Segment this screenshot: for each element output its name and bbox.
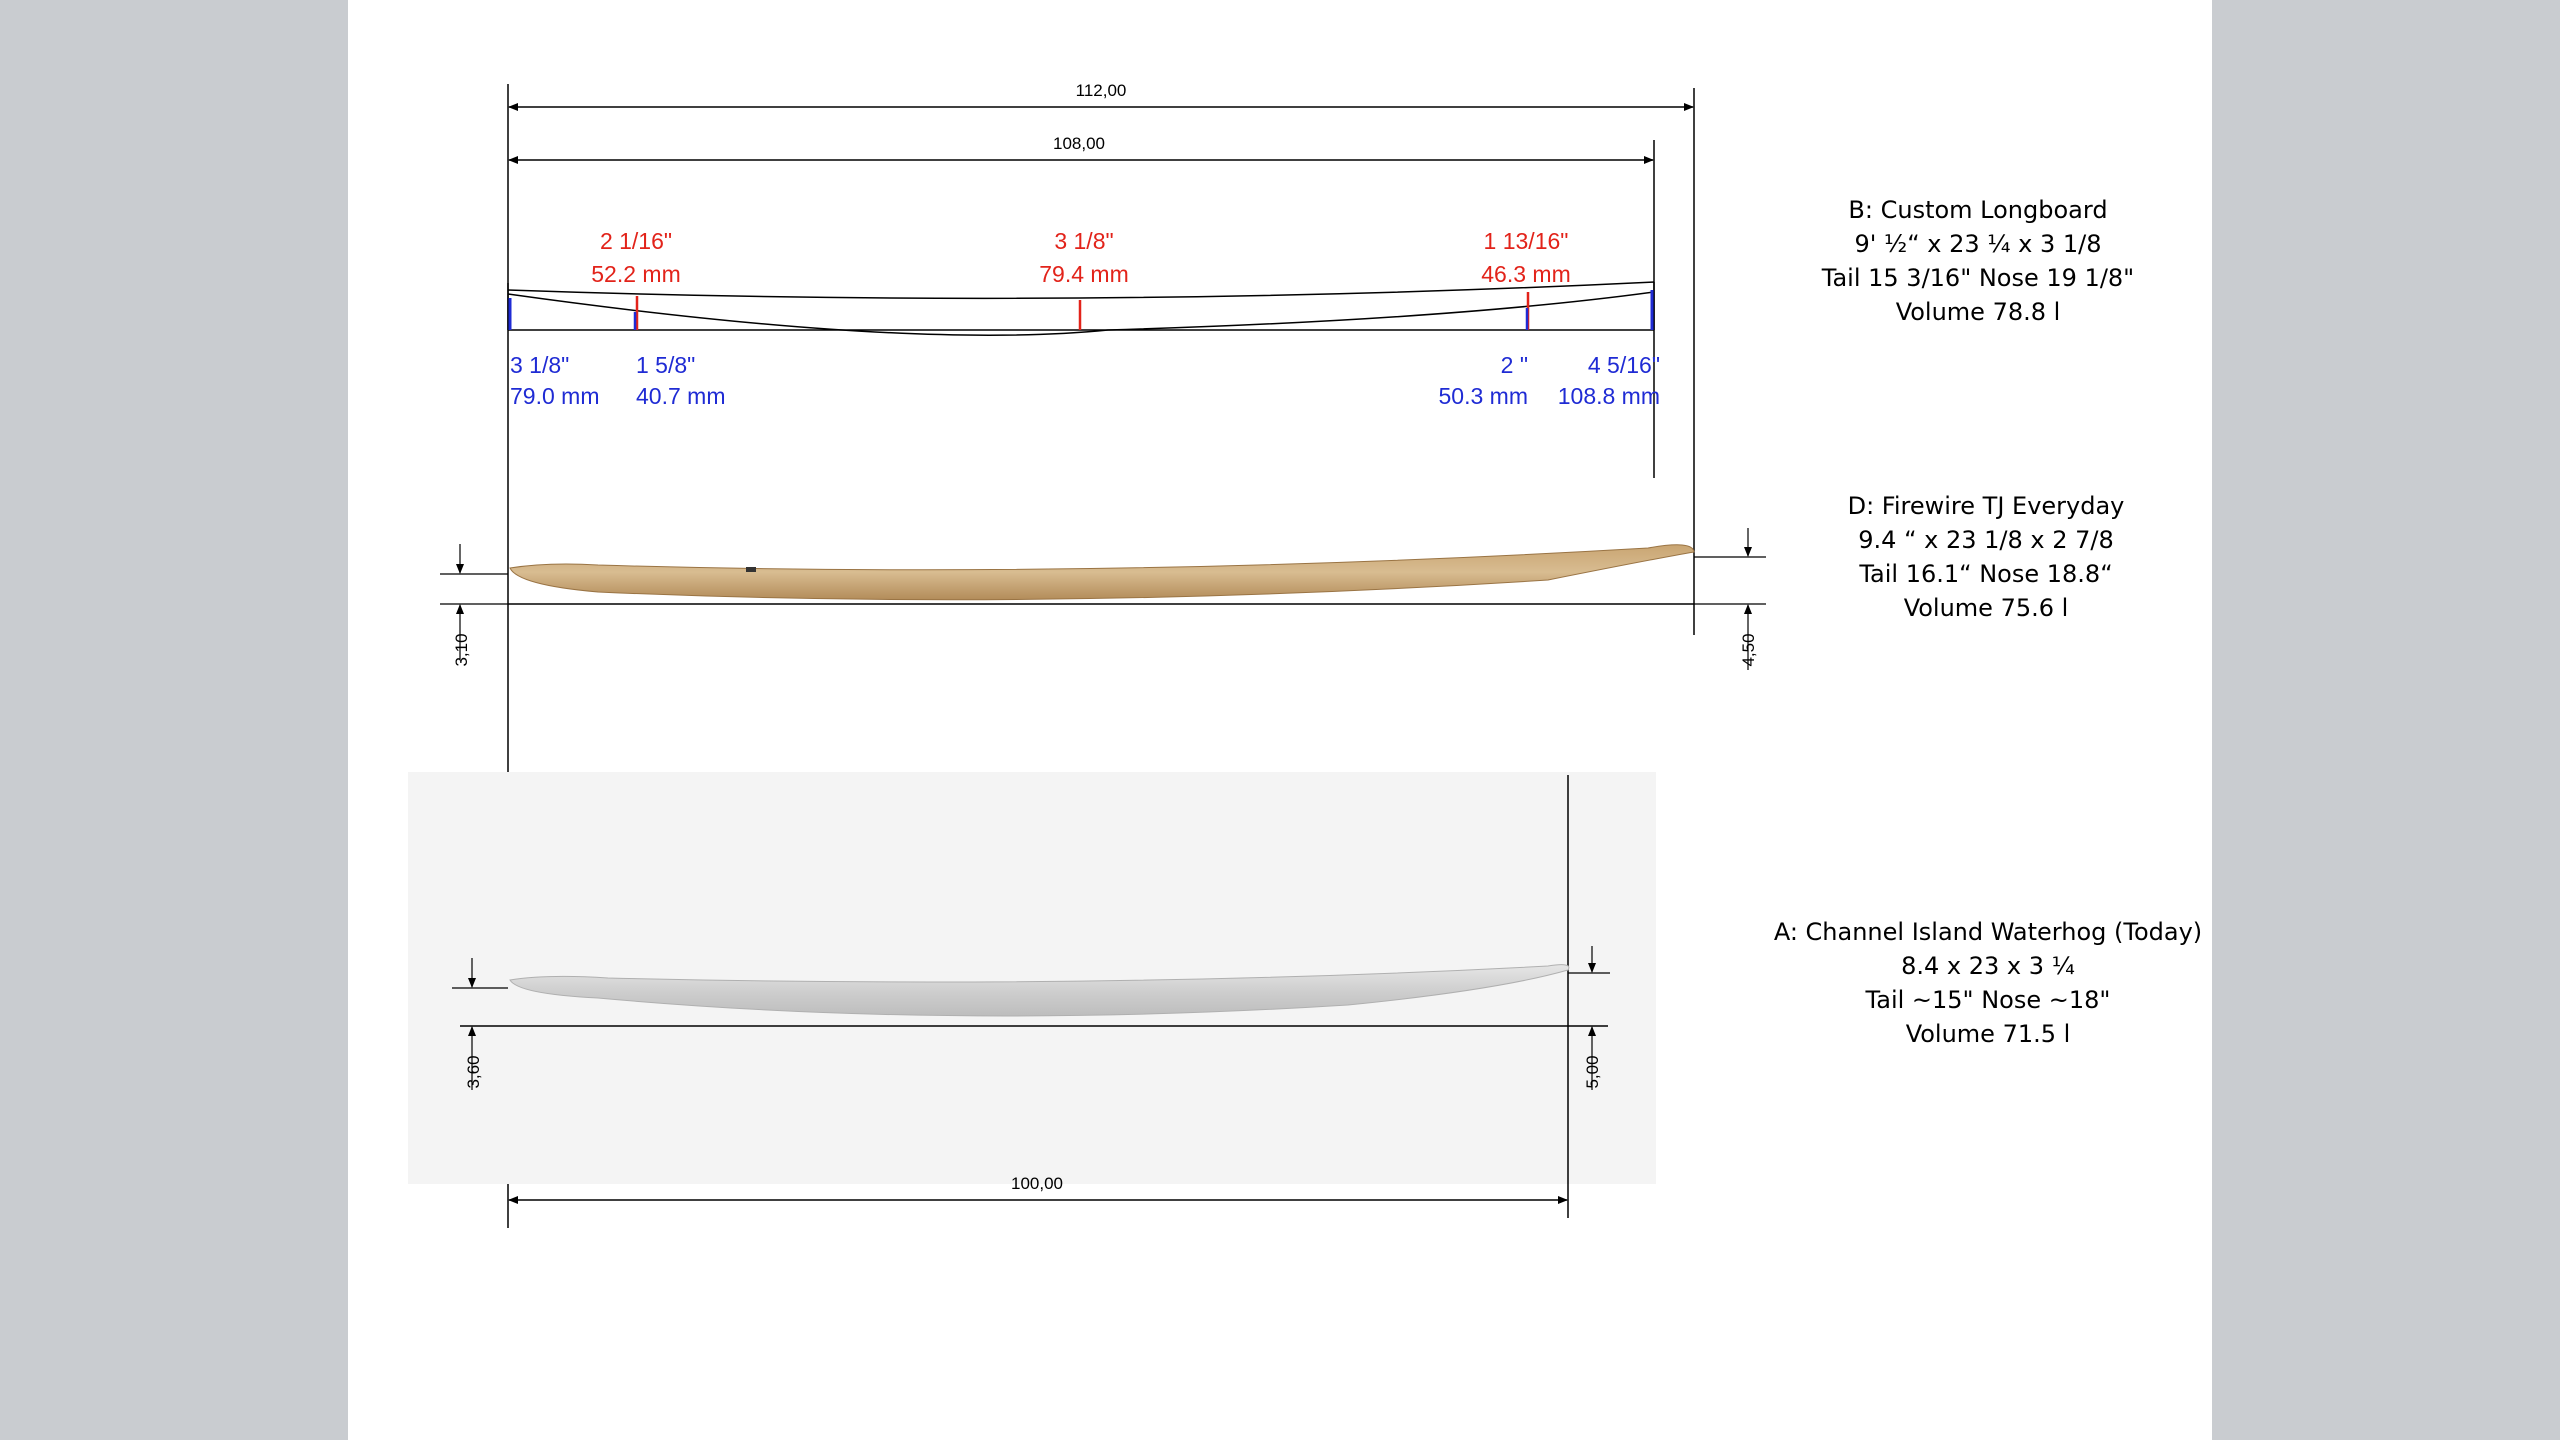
thickness-label-nose-mm: 46.3 mm bbox=[1481, 261, 1570, 287]
dimension-100-label: 100,00 bbox=[1011, 1174, 1063, 1193]
board-b-thickness-labels: 2 1/16" 52.2 mm 3 1/8" 79.4 mm 1 13/16" … bbox=[591, 228, 1570, 287]
board-d-logo bbox=[746, 567, 756, 572]
board-a-name: A: Channel Island Waterhog (Today) bbox=[1774, 918, 2202, 946]
board-d-dimensions: 9.4 “ x 23 1/8 x 2 7/8 bbox=[1858, 526, 2113, 554]
rocker-label-nose2-mm: 50.3 mm bbox=[1439, 383, 1528, 409]
thickness-label-tail-inch: 2 1/16" bbox=[600, 228, 672, 254]
surfboard-comparison-diagram: 112,00 108,00 2 1/16" 52.2 mm 3 1/8" 79.… bbox=[408, 81, 2202, 1228]
board-d-spec: D: Firewire TJ Everyday 9.4 “ x 23 1/8 x… bbox=[1848, 492, 2125, 622]
board-a-dimensions: 8.4 x 23 x 3 ¼ bbox=[1901, 952, 2075, 980]
rocker-label-tail2-mm: 40.7 mm bbox=[636, 383, 725, 409]
rocker-label-nose-mm: 108.8 mm bbox=[1558, 383, 1660, 409]
board-d-tail-nose: Tail 16.1“ Nose 18.8“ bbox=[1858, 560, 2112, 588]
board-b-rocker-labels: 3 1/8" 79.0 mm 1 5/8" 40.7 mm 2 " 50.3 m… bbox=[510, 352, 1660, 409]
board-b-profile bbox=[507, 281, 1655, 336]
board-a-volume: Volume 71.5 l bbox=[1906, 1020, 2071, 1048]
thickness-label-center-inch: 3 1/8" bbox=[1054, 228, 1113, 254]
dimension-108-label: 108,00 bbox=[1053, 134, 1105, 153]
thickness-label-nose-inch: 1 13/16" bbox=[1484, 228, 1569, 254]
dimension-108: 108,00 bbox=[508, 134, 1655, 478]
dimension-112-label: 112,00 bbox=[1076, 81, 1127, 100]
rocker-label-tail-mm: 79.0 mm bbox=[510, 383, 599, 409]
board-b-spec: B: Custom Longboard 9' ½“ x 23 ¼ x 3 1/8… bbox=[1821, 196, 2134, 326]
rocker-label-nose-inch: 4 5/16" bbox=[1588, 352, 1660, 378]
board-b-dimensions: 9' ½“ x 23 ¼ x 3 1/8 bbox=[1854, 230, 2101, 258]
board-b-name: B: Custom Longboard bbox=[1848, 196, 2107, 224]
rocker-label-tail2-inch: 1 5/8" bbox=[636, 352, 695, 378]
board-a-tail-nose: Tail ~15" Nose ~18" bbox=[1865, 986, 2111, 1014]
slide: 112,00 108,00 2 1/16" 52.2 mm 3 1/8" 79.… bbox=[348, 0, 2212, 1440]
board-a-spec: A: Channel Island Waterhog (Today) 8.4 x… bbox=[1774, 918, 2202, 1048]
board-d-profile: 3,10 4,50 bbox=[440, 528, 1766, 670]
board-d-tail-rocker-label: 3,10 bbox=[452, 633, 471, 666]
rocker-label-nose2-inch: 2 " bbox=[1501, 352, 1528, 378]
board-d-nose-rocker-label: 4,50 bbox=[1739, 633, 1758, 666]
board-b-volume: Volume 78.8 l bbox=[1896, 298, 2061, 326]
board-a-tail-rocker-label: 3,60 bbox=[464, 1055, 483, 1088]
board-a-nose-rocker-label: 5,00 bbox=[1583, 1055, 1602, 1088]
board-a-panel: 3,60 5,00 100,00 bbox=[408, 772, 1656, 1218]
board-d-name: D: Firewire TJ Everyday bbox=[1848, 492, 2125, 520]
board-b-tail-nose: Tail 15 3/16" Nose 19 1/8" bbox=[1821, 264, 2134, 292]
thickness-label-center-mm: 79.4 mm bbox=[1039, 261, 1128, 287]
thickness-label-tail-mm: 52.2 mm bbox=[591, 261, 680, 287]
rocker-label-tail-inch: 3 1/8" bbox=[510, 352, 569, 378]
board-d-volume: Volume 75.6 l bbox=[1904, 594, 2069, 622]
